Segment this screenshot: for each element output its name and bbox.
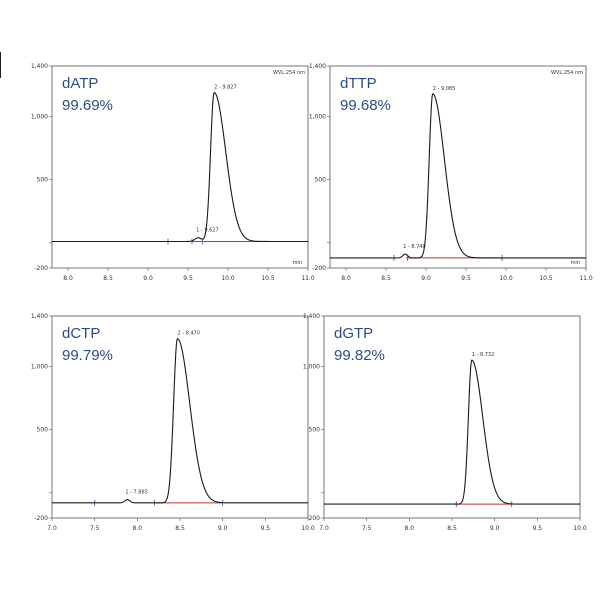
plot-frame — [51, 315, 309, 519]
x-tick-label: 9.5 — [183, 275, 193, 282]
x-tick-label: 7.0 — [319, 525, 329, 532]
peak-label: 1 - 7.883 — [125, 490, 147, 496]
x-tick-label: 8.0 — [405, 525, 415, 532]
y-tick-label: -200 — [34, 515, 48, 522]
chromatogram-svg: 1,400 1,000 500 -200 7.0 7.5 8.0 8.5 9.0 9.5 10.0 d… — [31, 313, 315, 532]
y-tick-label: 1,400 — [31, 63, 48, 70]
compound-name: dTTP — [340, 75, 377, 92]
x-tick-label: 8.0 — [341, 275, 351, 282]
peak-label: 2 - 8.470 — [177, 331, 199, 337]
y-tick-label: 1,400 — [31, 313, 48, 320]
chromatogram-trace — [330, 93, 586, 259]
x-tick-label: 10.0 — [499, 275, 513, 282]
chromatogram-trace — [52, 91, 308, 243]
x-tick-label: 11.0 — [301, 275, 315, 282]
x-tick-label: 10.0 — [573, 525, 587, 532]
chromatogram-trace — [52, 338, 308, 504]
wavelength-label: WVL:254 nm — [273, 70, 305, 76]
x-tick-label: 8.5 — [175, 525, 185, 532]
peak-label: 1 - 9.627 — [196, 228, 218, 234]
y-tick-label: 500 — [37, 177, 49, 184]
x-tick-label: 8.5 — [447, 525, 457, 532]
y-tick-label: -200 — [312, 265, 326, 272]
x-tick-label: 7.5 — [362, 525, 372, 532]
x-tick-label: 8.5 — [103, 275, 113, 282]
chromatogram-svg: 1,400 1,000 500 -200 8.0 8.5 9.0 9.5 10.0 10.5 11.… — [31, 63, 315, 282]
x-tick-label: 9.0 — [143, 275, 153, 282]
wavelength-label: WVL:254 nm — [551, 70, 583, 76]
chromatogram-dttp: 1,400 1,000 500 -200 8.0 8.5 9.0 9.5 10.0 10.5 11.… — [308, 62, 593, 298]
compound-name: dATP — [62, 75, 98, 92]
plot-frame — [51, 65, 309, 269]
x-unit-label: min — [571, 260, 580, 266]
x-tick-label: 10.0 — [221, 275, 235, 282]
x-tick-label: 9.5 — [261, 525, 271, 532]
peak-label: 1 - 8.740 — [403, 244, 425, 250]
y-tick-label: 1,000 — [303, 364, 320, 371]
chromatogram-dgtp: 1,400 1,000 500 -200 7.0 7.5 8.0 8.5 9.0 9.5 10.0 d… — [302, 312, 587, 548]
x-tick-label: 8.0 — [133, 525, 143, 532]
x-tick-label: 9.5 — [461, 275, 471, 282]
x-tick-label: 9.0 — [421, 275, 431, 282]
x-tick-label: 9.0 — [490, 525, 500, 532]
purity-value: 99.69% — [62, 97, 113, 114]
chromatogram-svg: 1,400 1,000 500 -200 8.0 8.5 9.0 9.5 10.0 10.5 11.… — [309, 63, 593, 282]
y-tick-label: 500 — [315, 177, 327, 184]
y-tick-label: -200 — [306, 515, 320, 522]
compound-name: dGTP — [334, 325, 373, 342]
x-tick-label: 9.0 — [218, 525, 228, 532]
x-tick-label: 7.5 — [90, 525, 100, 532]
plot-frame — [329, 65, 587, 269]
x-tick-label: 8.0 — [63, 275, 73, 282]
x-tick-label: 10.0 — [301, 525, 315, 532]
purity-value: 99.79% — [62, 347, 113, 364]
x-tick-label: 9.5 — [533, 525, 543, 532]
peak-label: 2 - 9.827 — [214, 85, 236, 91]
x-tick-label: 10.5 — [261, 275, 275, 282]
chromatogram-trace — [324, 359, 580, 505]
purity-value: 99.82% — [334, 347, 385, 364]
y-tick-label: 1,000 — [31, 364, 48, 371]
y-tick-label: 500 — [309, 427, 321, 434]
x-tick-label: 7.0 — [47, 525, 57, 532]
peak-label: 1 - 8.732 — [472, 352, 494, 358]
x-unit-label: min — [293, 260, 302, 266]
chromatogram-datp: 1,400 1,000 500 -200 8.0 8.5 9.0 9.5 10.0 10.5 11.… — [30, 62, 315, 298]
plot-frame — [323, 315, 581, 519]
x-tick-label: 8.5 — [381, 275, 391, 282]
peak-label: 2 - 9.085 — [433, 86, 455, 92]
y-tick-label: 500 — [37, 427, 49, 434]
y-tick-label: 1,000 — [309, 114, 326, 121]
y-tick-label: 1,400 — [309, 63, 326, 70]
x-tick-label: 10.5 — [539, 275, 553, 282]
y-tick-label: 1,000 — [31, 114, 48, 121]
chromatogram-svg: 1,400 1,000 500 -200 7.0 7.5 8.0 8.5 9.0 9.5 10.0 d… — [303, 313, 587, 532]
edge-mark — [0, 52, 1, 78]
compound-name: dCTP — [62, 325, 100, 342]
y-tick-label: -200 — [34, 265, 48, 272]
chromatogram-dctp: 1,400 1,000 500 -200 7.0 7.5 8.0 8.5 9.0 9.5 10.0 d… — [30, 312, 315, 548]
y-tick-label: 1,400 — [303, 313, 320, 320]
x-tick-label: 11.0 — [579, 275, 593, 282]
purity-value: 99.68% — [340, 97, 391, 114]
